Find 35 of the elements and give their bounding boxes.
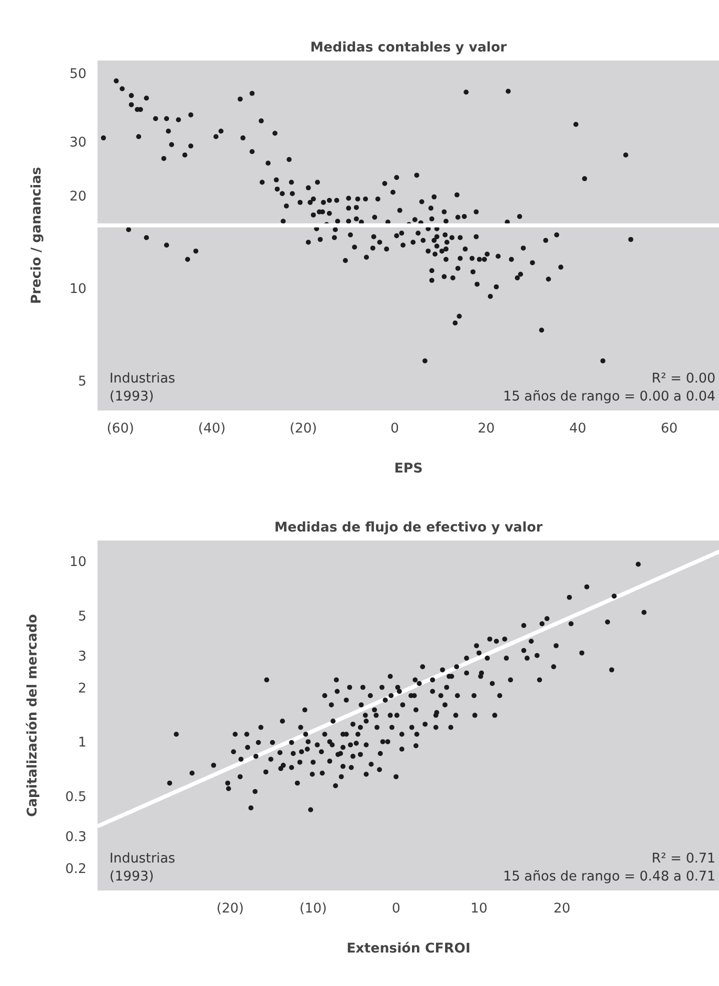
y-axis-title: Capitalización del mercado (25, 614, 40, 817)
y-tick-label: 10 (70, 282, 87, 298)
x-tick-label: 0 (390, 422, 400, 436)
x-axis-title: Extensión CFROI (346, 942, 470, 956)
annotation: R² = 0.71 15 años de rango = 0.48 a 0.71 (503, 852, 716, 884)
annotation: Industrias (1993) (110, 372, 176, 404)
x-tick-label: 20 (553, 902, 570, 916)
annotation: R² = 0.00 15 años de rango = 0.00 a 0.04 (503, 372, 716, 404)
y-axis-title: Precio / ganancias (30, 166, 45, 304)
x-tick-label: (20) (216, 902, 244, 916)
x-tick-label: 40 (569, 422, 586, 436)
x-tick-label: (60) (106, 422, 134, 436)
y-tick-label: 5 (78, 374, 87, 390)
x-tick-label: (20) (290, 422, 317, 436)
y-tick-label: 5 (78, 609, 87, 624)
y-tick-label: 0.2 (65, 862, 87, 877)
annotation: Industrias (1993) (110, 852, 176, 884)
x-axis-title: EPS (394, 462, 423, 476)
y-tick-label: 0.3 (65, 830, 87, 846)
y-tick-label: 30 (70, 135, 87, 150)
y-tick-label: 3 (78, 650, 87, 665)
y-tick-label: 10 (70, 555, 87, 570)
x-tick-label: 0 (392, 902, 400, 916)
chart-title: Medidas contables y valor (310, 40, 508, 56)
chart-title: Medidas de flujo de efectivo y valor (274, 520, 544, 536)
y-tick-label: 1 (78, 736, 87, 751)
x-tick-label: 10 (470, 902, 488, 916)
y-tick-label: 2 (78, 681, 87, 696)
y-tick-label: 50 (70, 67, 87, 82)
x-tick-label: (10) (299, 902, 327, 916)
x-tick-label: (40) (198, 422, 226, 436)
x-tick-label: 20 (478, 422, 495, 436)
x-tick-label: 60 (660, 422, 678, 436)
y-tick-label: 0.5 (65, 790, 87, 806)
y-tick-label: 20 (70, 190, 87, 205)
